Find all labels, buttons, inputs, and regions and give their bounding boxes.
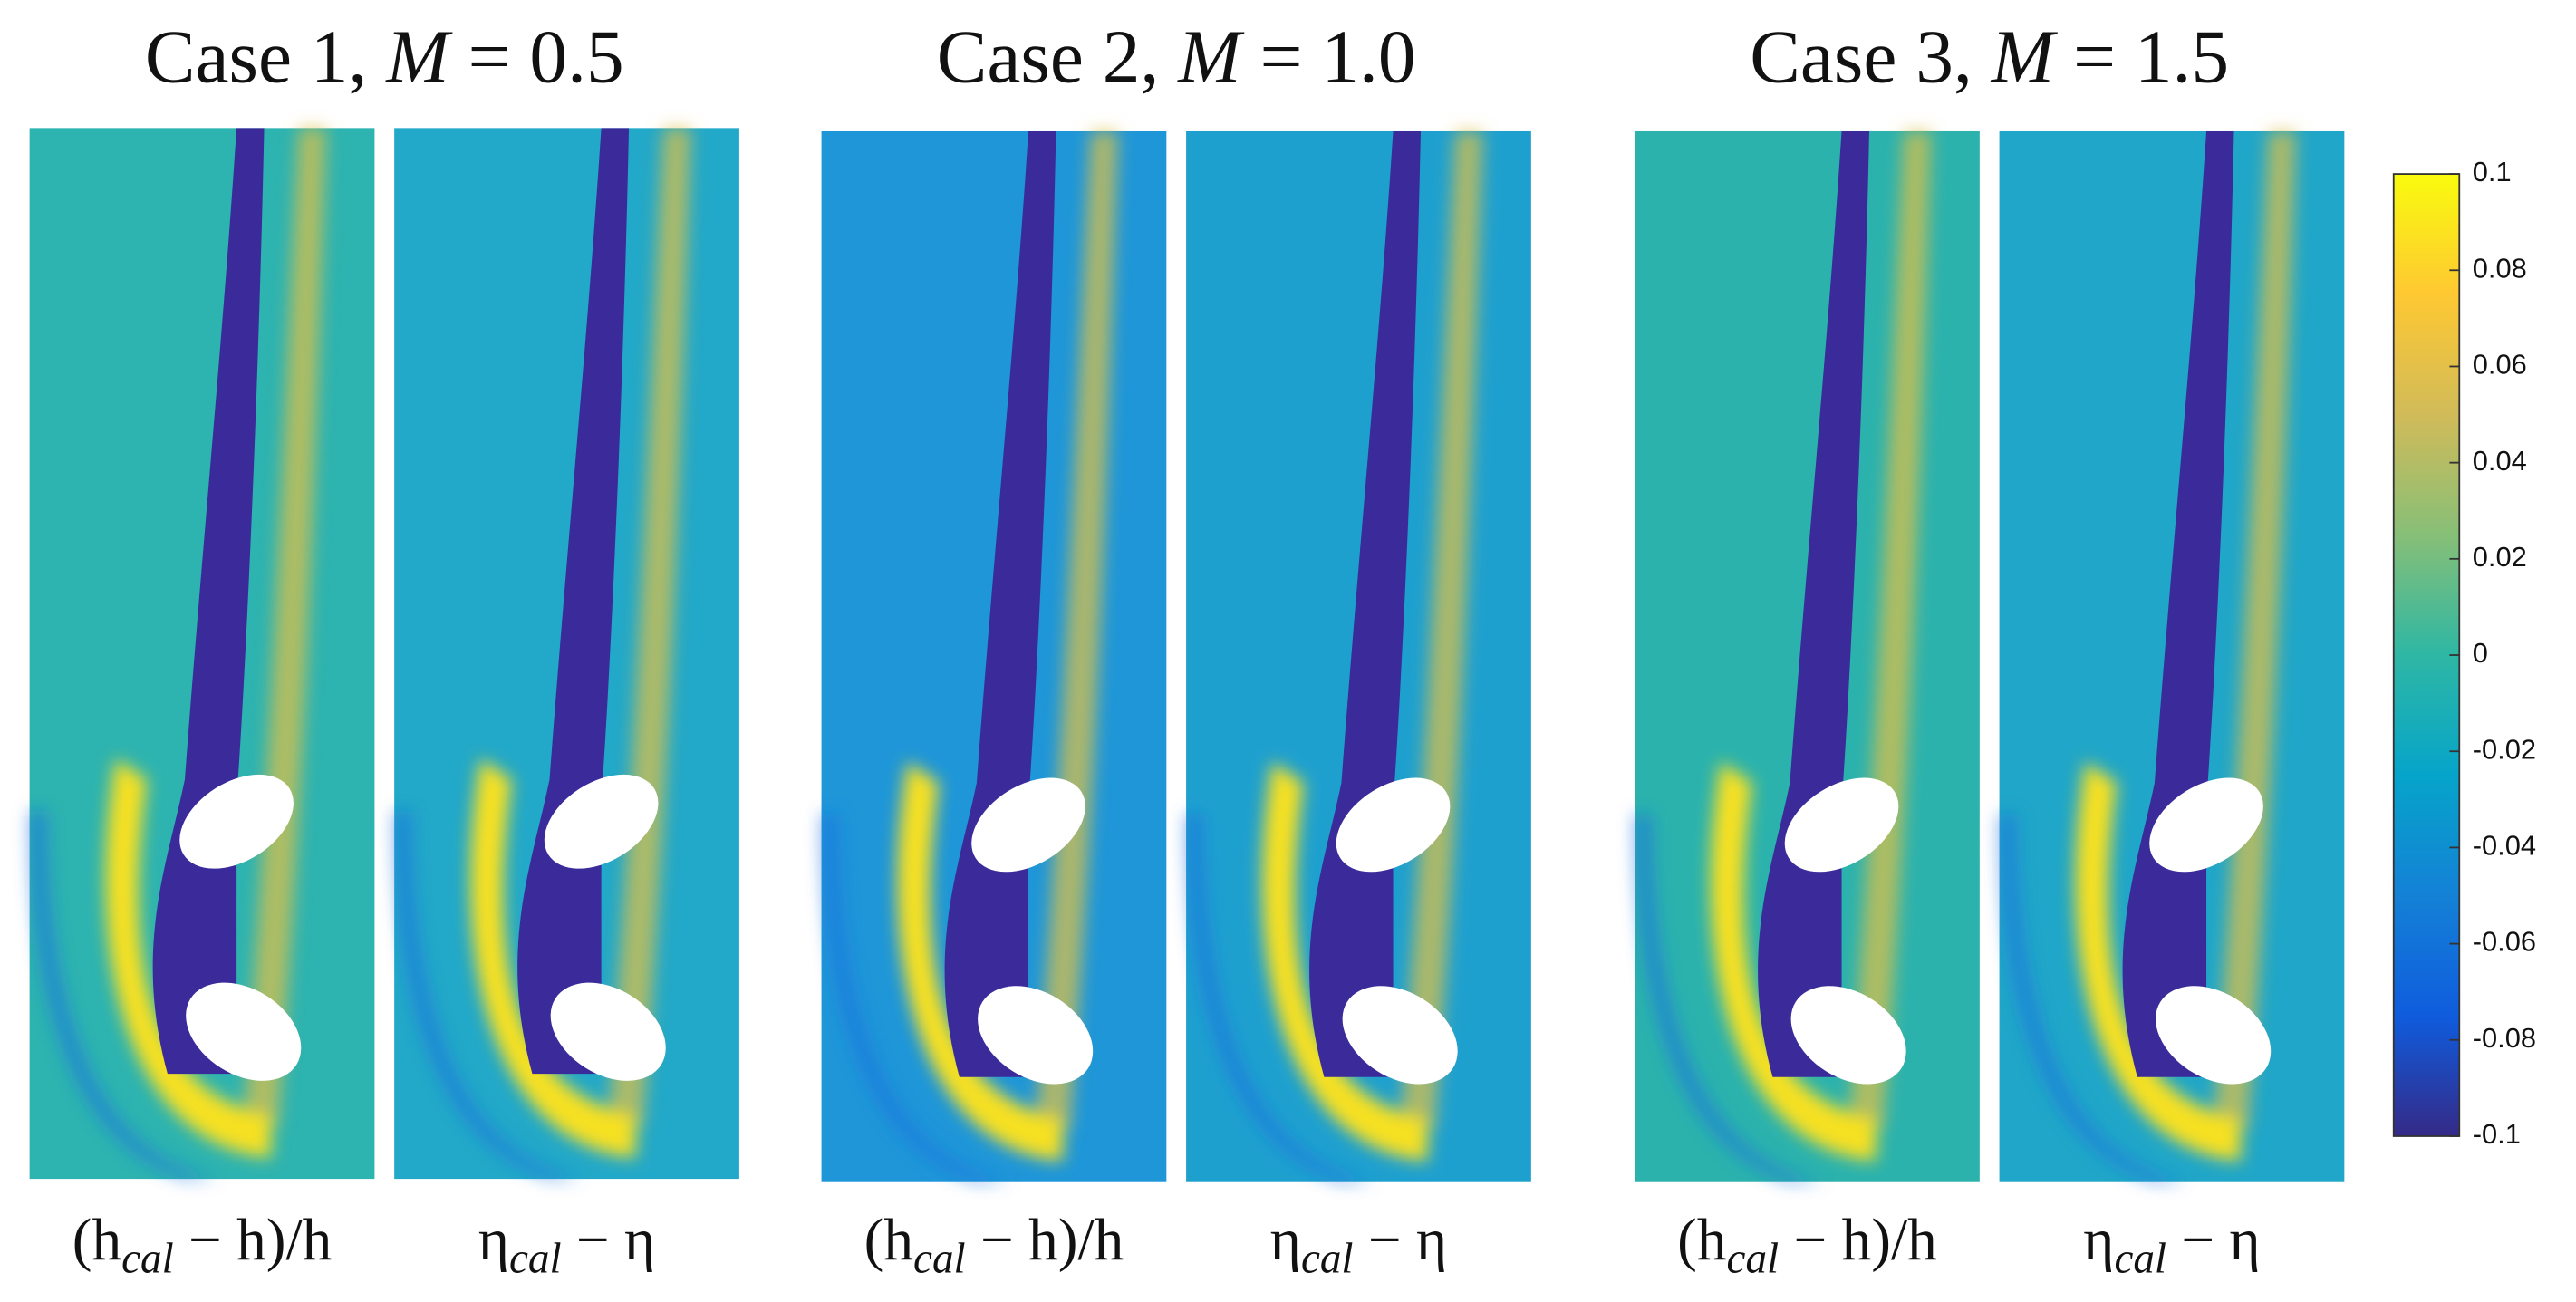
colorbar-tick-label: -0.04	[2473, 830, 2536, 862]
contour-panel	[29, 128, 375, 1180]
hole	[1336, 777, 1451, 873]
title-variable: M	[385, 16, 453, 100]
colorbar: 0.1 0.08 0.06 0.04 0.02 0 -0.02 -0.04 -0.06 -0.08…	[2392, 156, 2536, 1150]
case-title: Case 2, M = 1.0	[937, 16, 1416, 100]
contour-panel	[1635, 130, 1980, 1182]
hole	[978, 986, 1094, 1085]
label-text: (h	[864, 1208, 913, 1273]
colorbar-scale	[2392, 173, 2461, 1137]
label-text: η	[1270, 1208, 1301, 1273]
contour-panel	[1999, 130, 2345, 1182]
label-text: − η	[2166, 1208, 2261, 1273]
hole	[2149, 777, 2263, 873]
title-variable: M	[1991, 16, 2059, 100]
title-text: Case 2,	[937, 16, 1178, 100]
positive-band	[243, 128, 327, 1127]
colorbar-tick-label: 0.1	[2473, 156, 2512, 188]
label-text: − h)/h	[966, 1208, 1124, 1273]
label-text: (h	[72, 1208, 121, 1273]
colorbar-tick-label: 0.02	[2473, 541, 2527, 573]
label-subscript: cal	[509, 1235, 562, 1282]
contour-panel	[821, 130, 1167, 1182]
positive-arc	[1261, 761, 1428, 1162]
panel-label: (hcal − h)/h	[72, 1208, 333, 1282]
positive-arc	[469, 758, 636, 1158]
field	[1186, 130, 1483, 1182]
title-text: = 1.5	[2054, 16, 2229, 100]
label-text: − η	[1354, 1208, 1448, 1273]
positive-arc	[2075, 761, 2242, 1162]
positive-arc	[105, 758, 272, 1158]
label-text: η	[478, 1208, 509, 1273]
hole	[550, 982, 666, 1081]
label-text: − h)/h	[1779, 1208, 1937, 1273]
colorbar-tick-label: 0.08	[2473, 252, 2527, 284]
field	[821, 130, 1119, 1182]
title-text: = 0.5	[449, 16, 624, 100]
panel-label: (hcal − h)/h	[1677, 1208, 1937, 1282]
label-text: − h)/h	[174, 1208, 333, 1273]
hole	[186, 982, 302, 1081]
field	[394, 128, 691, 1180]
title-text: Case 3,	[1750, 16, 1991, 100]
field	[1635, 130, 1932, 1182]
colorbar-tick-label: -0.02	[2473, 733, 2536, 765]
colorbar-tick-label: 0.04	[2473, 445, 2527, 477]
panel-label: ηcal − η	[478, 1208, 655, 1282]
label-subscript: cal	[121, 1235, 174, 1282]
contour-panel	[394, 128, 739, 1180]
positive-band	[1400, 130, 1483, 1130]
panel-label: ηcal − η	[2083, 1208, 2260, 1282]
hole	[1784, 777, 1899, 873]
colorbar-tick-label: -0.06	[2473, 926, 2536, 958]
hole	[1790, 986, 1906, 1085]
field	[29, 128, 327, 1180]
hole	[2156, 986, 2272, 1085]
case-title: Case 1, M = 0.5	[145, 16, 624, 100]
positive-band	[608, 128, 691, 1127]
positive-arc	[1710, 761, 1877, 1162]
label-text: η	[2083, 1208, 2114, 1273]
positive-arc	[897, 761, 1064, 1162]
label-subscript: cal	[913, 1235, 966, 1282]
positive-band	[1035, 130, 1119, 1130]
label-text: (h	[1677, 1208, 1726, 1273]
colorbar-tick-label: 0.06	[2473, 349, 2527, 381]
label-text: − η	[562, 1208, 656, 1273]
positive-band	[1848, 130, 1932, 1130]
title-text: Case 1,	[145, 16, 386, 100]
colorbar-tick-label: 0	[2473, 637, 2488, 669]
colorbar-tick-label: -0.08	[2473, 1022, 2536, 1054]
panel-label: (hcal − h)/h	[864, 1208, 1124, 1282]
hole	[1342, 986, 1458, 1085]
case-title: Case 3, M = 1.5	[1750, 16, 2229, 100]
panel-label: ηcal − η	[1270, 1208, 1447, 1282]
label-subscript: cal	[1727, 1235, 1780, 1282]
label-subscript: cal	[1301, 1235, 1354, 1282]
positive-band	[2213, 130, 2297, 1130]
hole	[179, 774, 294, 869]
field	[1999, 130, 2297, 1182]
panels	[29, 128, 2345, 1182]
label-subscript: cal	[2114, 1235, 2166, 1282]
title-variable: M	[1177, 16, 1245, 100]
contour-panel	[1186, 130, 1531, 1182]
title-text: = 1.0	[1241, 16, 1416, 100]
colorbar-tick-label: -0.1	[2473, 1118, 2521, 1150]
hole	[971, 777, 1085, 873]
hole	[544, 774, 659, 869]
